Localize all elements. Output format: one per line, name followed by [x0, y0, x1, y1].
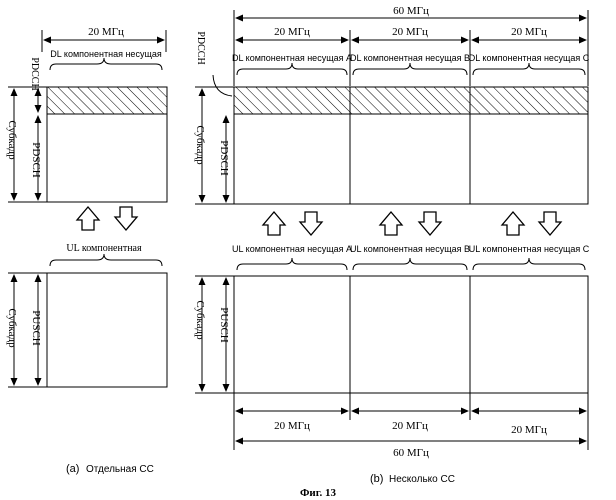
multi-cc-panel [195, 10, 588, 450]
single-pdcch-label: PDCCH [29, 57, 40, 90]
single-ul-brace [50, 254, 162, 266]
multi-bw-top-a-label: 20 МГц [274, 26, 310, 38]
multi-ul-brace-b [353, 258, 467, 270]
multi-pdsch-label: PDSCH [218, 140, 230, 176]
single-caption-letter: (a) [66, 463, 79, 475]
single-ul-carrier-label: UL компонентная [66, 243, 142, 254]
multi-pdcch-leader [213, 75, 232, 96]
single-pusch-label: PUSCH [30, 310, 42, 346]
multi-caption-letter: (b) [370, 473, 383, 485]
single-dl-brace [50, 58, 162, 70]
multi-ul-carrier-c-label: UL компонентная несущая С [469, 244, 590, 254]
multi-dl-brace-a [237, 63, 347, 75]
single-down-arrow-icon [115, 207, 137, 230]
multi-pusch-label: PUSCH [218, 307, 230, 343]
multi-down-arrow-c-icon [539, 212, 561, 235]
multi-caption: Несколько CC [389, 474, 455, 485]
multi-dl-carrier-b-label: DL компонентная несущая В [350, 53, 470, 63]
multi-up-arrow-a-icon [263, 212, 285, 235]
multi-ul-subframe-label: Субкадр [194, 300, 206, 340]
multi-bw-bottom-a-label: 20 МГц [274, 420, 310, 432]
multi-ul-brace-a [237, 258, 347, 270]
multi-pdcch-label: PDCCH [195, 31, 206, 64]
multi-up-arrow-b-icon [380, 212, 402, 235]
single-dl-subframe-label: Субкадр [6, 120, 18, 160]
multi-bw-bottom-c-label: 20 МГц [511, 424, 547, 436]
multi-pdcch-region [234, 87, 588, 114]
multi-total-bandwidth-bottom-label: 60 МГц [393, 447, 429, 459]
single-up-arrow-icon [77, 207, 99, 230]
multi-ul-brace-c [473, 258, 585, 270]
figure-caption: Фиг. 13 [300, 487, 337, 499]
multi-dl-carrier-c-label: DL компонентная несущая С [469, 53, 590, 63]
multi-total-bandwidth-top-label: 60 МГц [393, 5, 429, 17]
single-pdcch-region [47, 87, 167, 114]
multi-ul-subframe [234, 276, 588, 393]
single-caption: Отдельная CC [86, 464, 154, 475]
multi-dl-brace-b [353, 63, 467, 75]
multi-bw-top-b-label: 20 МГц [392, 26, 428, 38]
multi-down-arrow-b-icon [419, 212, 441, 235]
single-bandwidth-label: 20 МГц [88, 26, 124, 38]
multi-dl-carrier-a-label: DL компонентная несущая А [232, 53, 352, 63]
multi-ul-carrier-a-label: UL компонентная несущая А [232, 244, 352, 254]
single-pdsch-label: PDSCH [30, 142, 42, 178]
multi-dl-brace-c [473, 63, 585, 75]
multi-dl-subframe-label: Субкадр [194, 125, 206, 165]
multi-bw-top-c-label: 20 МГц [511, 26, 547, 38]
single-ul-subframe [47, 273, 167, 387]
multi-ul-carrier-b-label: UL компонентная несущая В [350, 244, 470, 254]
single-dl-carrier-label: DL компонентная несущая [50, 49, 162, 59]
multi-up-arrow-c-icon [502, 212, 524, 235]
single-ul-subframe-label: Субкадр [6, 308, 18, 348]
multi-bw-bottom-b-label: 20 МГц [392, 420, 428, 432]
multi-down-arrow-a-icon [300, 212, 322, 235]
